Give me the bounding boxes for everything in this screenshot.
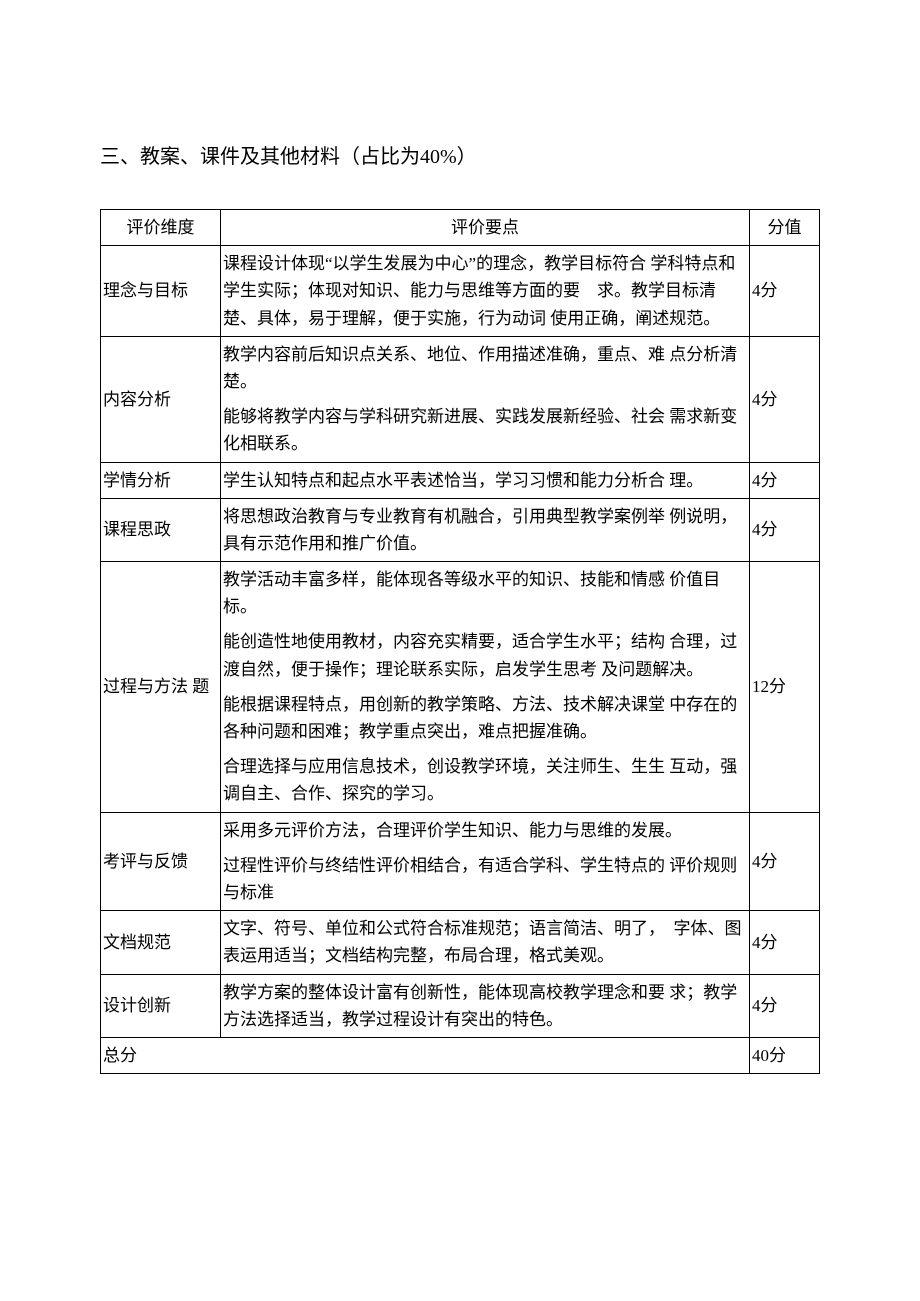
criteria-cell: 教学活动丰富多样，能体现各等级水平的知识、技能和情感 价值目标。 xyxy=(221,562,750,625)
header-criteria: 评价要点 xyxy=(221,210,750,246)
rubric-table: 评价维度 评价要点 分值 理念与目标 课程设计体现“以学生发展为中心”的理念，教… xyxy=(100,209,820,1074)
dimension-cell: 文档规范 xyxy=(101,911,221,974)
score-cell: 4分 xyxy=(750,498,820,561)
total-label-cell: 总分 xyxy=(101,1037,750,1073)
page: 三、教案、课件及其他材料（占比为40%） 评价维度 评价要点 分值 理念与目标 … xyxy=(0,0,920,1301)
score-cell: 4分 xyxy=(750,336,820,462)
table-row: 过程与方法 题 教学活动丰富多样，能体现各等级水平的知识、技能和情感 价值目标。… xyxy=(101,562,820,625)
score-cell: 4分 xyxy=(750,246,820,337)
criteria-cell: 合理选择与应用信息技术，创设教学环境，关注师生、生生 互动，强调自主、合作、探究… xyxy=(221,749,750,812)
dimension-cell: 过程与方法 题 xyxy=(101,562,221,813)
criteria-cell: 教学内容前后知识点关系、地位、作用描述准确，重点、难 点分析清楚。 xyxy=(221,336,750,399)
criteria-cell: 课程设计体现“以学生发展为中心”的理念，教学目标符合 学科特点和学生实际；体现对… xyxy=(221,246,750,337)
table-row: 文档规范 文字、符号、单位和公式符合标准规范；语言简洁、明了， 字体、图表运用适… xyxy=(101,911,820,974)
criteria-cell: 能创造性地使用教材，内容充实精要，适合学生水平；结构 合理，过渡自然，便于操作；… xyxy=(221,624,750,686)
score-cell: 4分 xyxy=(750,812,820,911)
table-header-row: 评价维度 评价要点 分值 xyxy=(101,210,820,246)
header-score: 分值 xyxy=(750,210,820,246)
criteria-cell: 能够将教学内容与学科研究新进展、实践发展新经验、社会 需求新变化相联系。 xyxy=(221,399,750,462)
criteria-cell: 过程性评价与终结性评价相结合，有适合学科、学生特点的 评价规则与标准 xyxy=(221,848,750,911)
criteria-cell: 教学方案的整体设计富有创新性，能体现高校教学理念和要 求；教学方法选择适当，教学… xyxy=(221,974,750,1037)
table-row: 理念与目标 课程设计体现“以学生发展为中心”的理念，教学目标符合 学科特点和学生… xyxy=(101,246,820,337)
criteria-cell: 将思想政治教育与专业教育有机融合，引用典型教学案例举 例说明，具有示范作用和推广… xyxy=(221,498,750,561)
dimension-cell: 理念与目标 xyxy=(101,246,221,337)
criteria-cell: 采用多元评价方法，合理评价学生知识、能力与思维的发展。 xyxy=(221,812,750,848)
criteria-cell: 学生认知特点和起点水平表述恰当，学习习惯和能力分析合 理。 xyxy=(221,462,750,498)
dimension-cell: 内容分析 xyxy=(101,336,221,462)
table-row: 设计创新 教学方案的整体设计富有创新性，能体现高校教学理念和要 求；教学方法选择… xyxy=(101,974,820,1037)
criteria-cell: 文字、符号、单位和公式符合标准规范；语言简洁、明了， 字体、图表运用适当；文档结… xyxy=(221,911,750,974)
table-row: 内容分析 教学内容前后知识点关系、地位、作用描述准确，重点、难 点分析清楚。 4… xyxy=(101,336,820,399)
score-cell: 12分 xyxy=(750,562,820,813)
dimension-cell: 课程思政 xyxy=(101,498,221,561)
table-row: 考评与反馈 采用多元评价方法，合理评价学生知识、能力与思维的发展。 4分 xyxy=(101,812,820,848)
dimension-cell: 考评与反馈 xyxy=(101,812,221,911)
score-cell: 4分 xyxy=(750,974,820,1037)
section-title: 三、教案、课件及其他材料（占比为40%） xyxy=(100,140,820,169)
dimension-cell: 学情分析 xyxy=(101,462,221,498)
table-row: 学情分析 学生认知特点和起点水平表述恰当，学习习惯和能力分析合 理。 4分 xyxy=(101,462,820,498)
score-cell: 4分 xyxy=(750,462,820,498)
score-cell: 4分 xyxy=(750,911,820,974)
header-dimension: 评价维度 xyxy=(101,210,221,246)
table-total-row: 总分 40分 xyxy=(101,1037,820,1073)
total-score-cell: 40分 xyxy=(750,1037,820,1073)
criteria-cell: 能根据课程特点，用创新的教学策略、方法、技术解决课堂 中存在的各种问题和困难；教… xyxy=(221,687,750,749)
dimension-cell: 设计创新 xyxy=(101,974,221,1037)
table-row: 课程思政 将思想政治教育与专业教育有机融合，引用典型教学案例举 例说明，具有示范… xyxy=(101,498,820,561)
